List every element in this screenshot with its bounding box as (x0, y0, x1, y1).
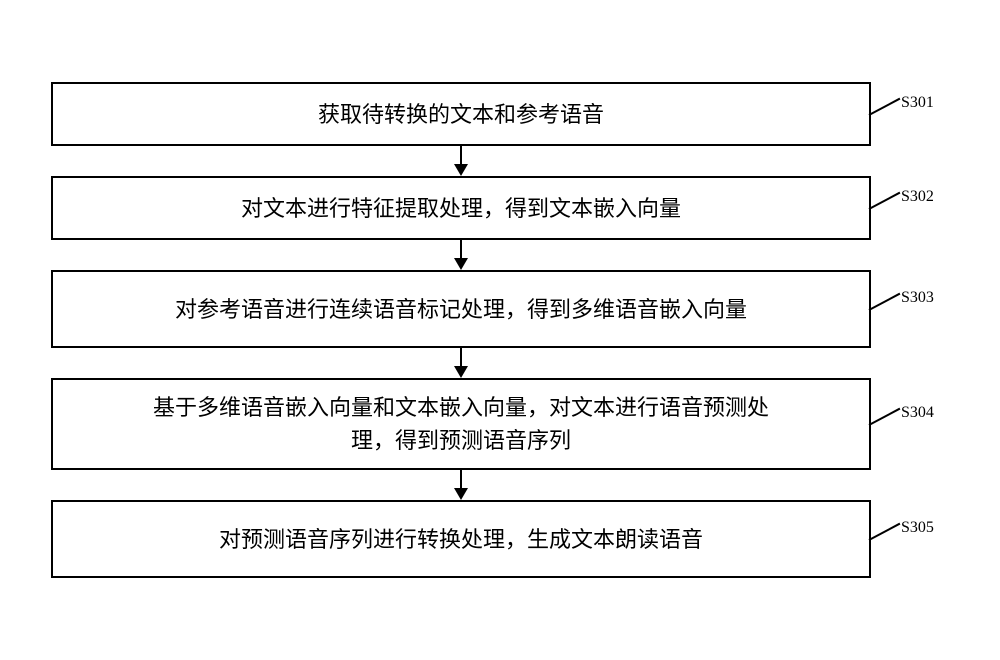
arrow-down-icon (449, 146, 473, 176)
step-label: S301 (901, 94, 934, 112)
callout-line (869, 192, 901, 210)
step-box-s304: 基于多维语音嵌入向量和文本嵌入向量，对文本进行语音预测处 理，得到预测语音序列 (51, 378, 871, 470)
flowchart-container: 获取待转换的文本和参考语音 S301 对文本进行特征提取处理，得到文本嵌入向量 … (51, 62, 949, 598)
step-label: S302 (901, 188, 934, 206)
step-callout: S301 (869, 112, 949, 116)
step-callout: S304 (869, 422, 949, 426)
arrow (51, 146, 871, 176)
step-text: 基于多维语音嵌入向量和文本嵌入向量，对文本进行语音预测处 (153, 391, 769, 424)
arrow (51, 348, 871, 378)
step-text: 获取待转换的文本和参考语音 (318, 98, 604, 131)
arrow (51, 240, 871, 270)
step-text: 理，得到预测语音序列 (351, 424, 571, 457)
step-text: 对文本进行特征提取处理，得到文本嵌入向量 (241, 192, 681, 225)
arrow-down-icon (449, 348, 473, 378)
step-callout: S305 (869, 537, 949, 541)
callout-line (869, 98, 901, 116)
callout-line (869, 523, 901, 541)
step-box-s302: 对文本进行特征提取处理，得到文本嵌入向量 (51, 176, 871, 240)
step-label: S305 (901, 519, 934, 537)
callout-line (869, 408, 901, 426)
arrow (51, 470, 871, 500)
step-row: 对预测语音序列进行转换处理，生成文本朗读语音 S305 (51, 500, 949, 578)
step-box-s305: 对预测语音序列进行转换处理，生成文本朗读语音 (51, 500, 871, 578)
callout-line (869, 293, 901, 311)
step-box-s301: 获取待转换的文本和参考语音 (51, 82, 871, 146)
step-box-s303: 对参考语音进行连续语音标记处理，得到多维语音嵌入向量 (51, 270, 871, 348)
step-callout: S303 (869, 307, 949, 311)
step-text: 对参考语音进行连续语音标记处理，得到多维语音嵌入向量 (175, 293, 747, 326)
step-callout: S302 (869, 206, 949, 210)
arrow-down-icon (449, 240, 473, 270)
arrow-down-icon (449, 470, 473, 500)
step-row: 基于多维语音嵌入向量和文本嵌入向量，对文本进行语音预测处 理，得到预测语音序列 … (51, 378, 949, 470)
step-label: S304 (901, 404, 934, 422)
step-label: S303 (901, 289, 934, 307)
step-row: 对文本进行特征提取处理，得到文本嵌入向量 S302 (51, 176, 949, 240)
step-row: 对参考语音进行连续语音标记处理，得到多维语音嵌入向量 S303 (51, 270, 949, 348)
step-text: 对预测语音序列进行转换处理，生成文本朗读语音 (219, 523, 703, 556)
step-row: 获取待转换的文本和参考语音 S301 (51, 82, 949, 146)
